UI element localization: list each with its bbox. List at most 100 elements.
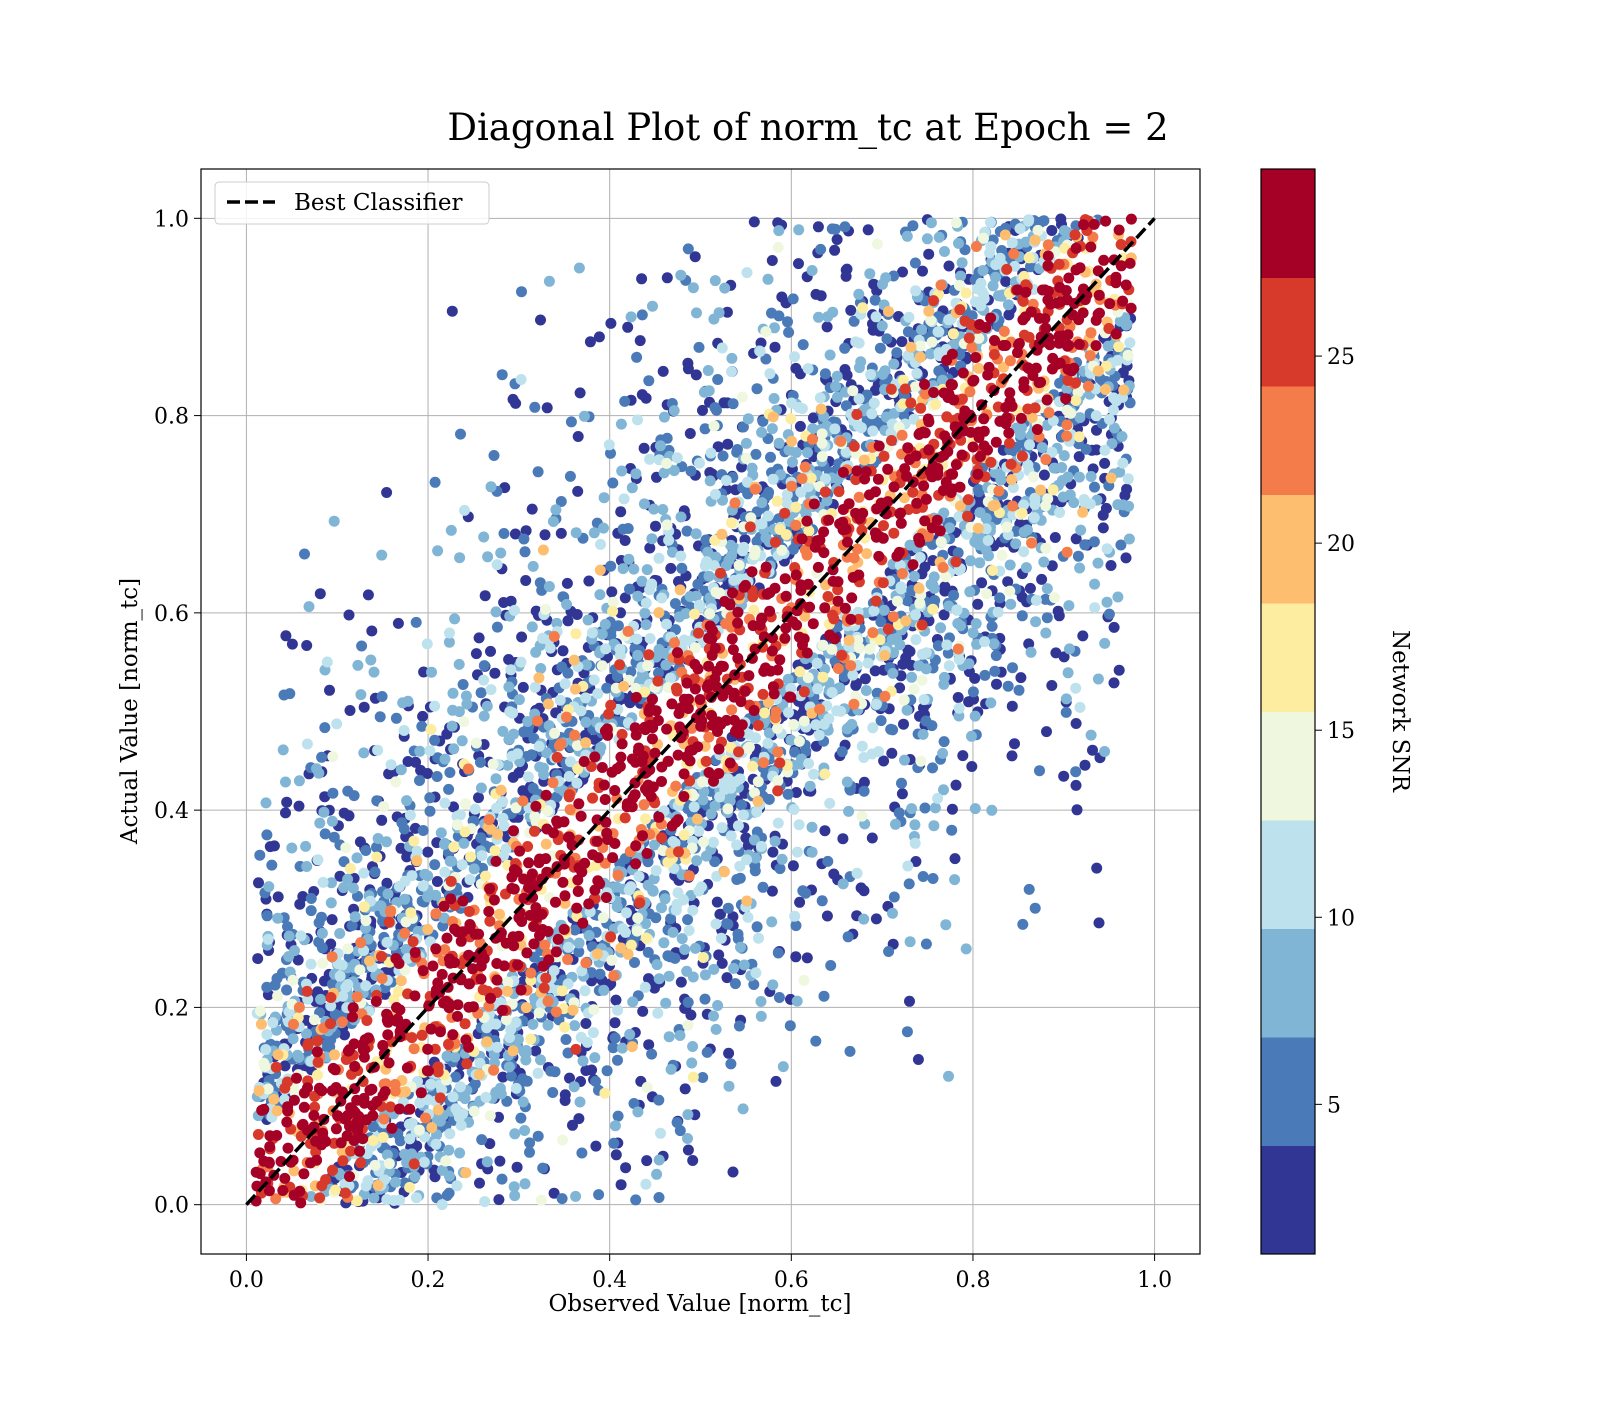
- data-point: [902, 231, 913, 242]
- data-point: [580, 1065, 591, 1076]
- data-point: [682, 1109, 693, 1120]
- data-point: [476, 1134, 487, 1145]
- data-point: [763, 487, 774, 498]
- data-point: [320, 828, 331, 839]
- data-point: [1040, 454, 1051, 465]
- data-point: [1029, 499, 1040, 510]
- data-point: [857, 811, 868, 822]
- data-point: [536, 1195, 547, 1206]
- data-point: [431, 1139, 442, 1150]
- data-point: [822, 856, 833, 867]
- data-point: [842, 723, 853, 734]
- data-point: [533, 672, 544, 683]
- data-point: [552, 752, 563, 763]
- data-point: [440, 754, 451, 765]
- data-point: [900, 615, 911, 626]
- data-point: [578, 1056, 589, 1067]
- data-point: [551, 1006, 562, 1017]
- data-point: [615, 506, 626, 517]
- data-point: [610, 1120, 621, 1131]
- data-point: [542, 402, 553, 413]
- data-point: [683, 1020, 694, 1031]
- data-point: [537, 1163, 548, 1174]
- data-point: [712, 1000, 723, 1011]
- data-point: [953, 644, 964, 655]
- data-point: [527, 1019, 538, 1030]
- data-point: [852, 868, 863, 879]
- data-point: [587, 793, 598, 804]
- data-point: [623, 626, 634, 637]
- data-point: [783, 789, 794, 800]
- data-point: [918, 729, 929, 740]
- data-point: [1093, 365, 1104, 376]
- data-point: [572, 609, 583, 620]
- data-point: [322, 657, 333, 668]
- data-point: [793, 258, 804, 269]
- data-point: [679, 635, 690, 646]
- data-point: [565, 471, 576, 482]
- data-point: [1017, 508, 1028, 519]
- data-point: [268, 1094, 279, 1105]
- data-point: [509, 1190, 520, 1201]
- data-point: [981, 545, 992, 556]
- data-point: [653, 607, 664, 618]
- data-point: [390, 776, 401, 787]
- data-point: [608, 1138, 619, 1149]
- data-point: [1091, 863, 1102, 874]
- data-point: [261, 1029, 272, 1040]
- data-point: [569, 730, 580, 741]
- data-point: [971, 241, 982, 252]
- data-point: [764, 368, 775, 379]
- data-point: [662, 857, 673, 868]
- data-point: [527, 621, 538, 632]
- data-point: [517, 795, 528, 806]
- data-point: [1005, 599, 1016, 610]
- data-point: [697, 1072, 708, 1083]
- data-point: [254, 1085, 265, 1096]
- data-point: [725, 1058, 736, 1069]
- data-point: [916, 324, 927, 335]
- data-point: [867, 627, 878, 638]
- data-point: [960, 316, 971, 327]
- data-point: [512, 1162, 523, 1173]
- data-point: [658, 366, 669, 377]
- data-point: [710, 275, 721, 286]
- data-point: [1030, 903, 1041, 914]
- data-point: [376, 550, 387, 561]
- data-point: [384, 1158, 395, 1169]
- data-point: [909, 571, 920, 582]
- data-point: [1038, 215, 1049, 226]
- data-point: [503, 654, 514, 665]
- data-points: [251, 214, 1137, 1211]
- data-point: [329, 516, 340, 527]
- data-point: [718, 451, 729, 462]
- data-point: [764, 794, 775, 805]
- data-point: [448, 688, 459, 699]
- data-point: [880, 272, 891, 283]
- data-point: [798, 339, 809, 350]
- data-point: [890, 819, 901, 830]
- data-point: [760, 532, 771, 543]
- data-point: [1071, 718, 1082, 729]
- data-point: [902, 1026, 913, 1037]
- data-point: [802, 952, 813, 963]
- data-point: [675, 270, 686, 281]
- data-point: [773, 242, 784, 253]
- data-point: [340, 1188, 351, 1199]
- data-point: [852, 544, 863, 555]
- data-point: [989, 666, 1000, 677]
- data-point: [802, 447, 813, 458]
- data-point: [833, 663, 844, 674]
- data-point: [1085, 350, 1096, 361]
- data-point: [283, 951, 294, 962]
- data-point: [562, 578, 573, 589]
- data-point: [1036, 574, 1047, 585]
- data-point: [760, 326, 771, 337]
- data-point: [921, 939, 932, 950]
- data-point: [631, 352, 642, 363]
- data-point: [404, 1182, 415, 1193]
- data-point: [701, 851, 712, 862]
- data-point: [807, 434, 818, 445]
- data-point: [393, 618, 404, 629]
- data-point: [953, 238, 964, 249]
